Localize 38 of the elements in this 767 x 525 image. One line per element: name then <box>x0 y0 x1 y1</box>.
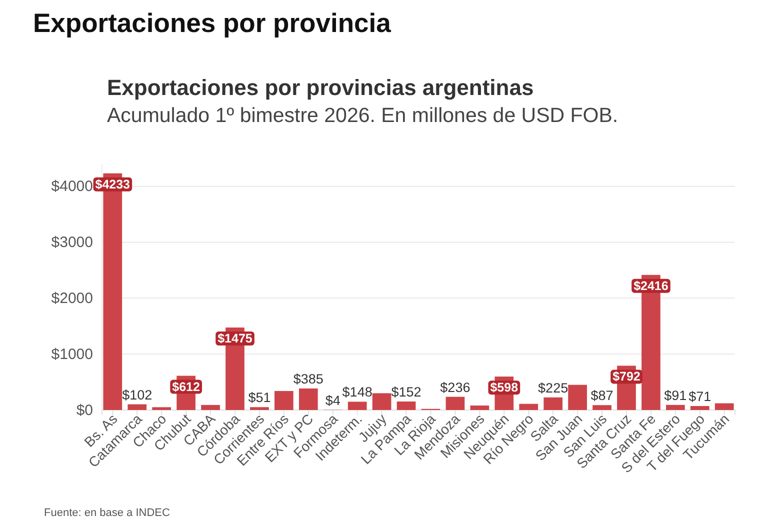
data-label: $148 <box>342 384 372 400</box>
text: Exportaciones por provincia <box>33 8 392 38</box>
bar <box>519 404 538 410</box>
bar <box>298 388 318 410</box>
bar <box>128 404 147 410</box>
data-label: $4 <box>325 392 341 408</box>
bar <box>544 397 562 410</box>
bar <box>152 407 171 410</box>
bar <box>714 403 734 410</box>
data-label: $91 <box>664 388 687 403</box>
bar <box>592 405 612 410</box>
y-tick-label: $3000 <box>51 234 93 252</box>
bar <box>690 406 710 410</box>
data-label: $225 <box>538 380 568 396</box>
data-label: $102 <box>122 387 152 402</box>
chart-subtitle: Acumulado 1º bimestre 2026. En millones de USD FOB. <box>107 104 618 127</box>
bar <box>250 407 269 410</box>
data-label: $51 <box>248 390 271 406</box>
bar <box>396 402 416 410</box>
data-label: $385 <box>293 371 324 386</box>
source-note: Fuente: en base a INDEC <box>44 507 170 519</box>
bar <box>666 404 685 410</box>
bar <box>274 390 294 410</box>
bar <box>372 393 392 410</box>
bar <box>446 396 465 410</box>
bar <box>568 384 587 410</box>
bar <box>201 404 220 410</box>
y-tick-label: $1000 <box>51 346 93 363</box>
y-tick-label: $0 <box>76 402 93 419</box>
chart-title: Exportaciones por provincias argentinas <box>107 75 534 100</box>
data-label: $152 <box>391 384 422 400</box>
bar <box>470 406 490 410</box>
y-tick-label: $4000 <box>51 178 93 196</box>
bar <box>348 402 367 410</box>
y-tick-label: $2000 <box>51 290 93 307</box>
data-label: $71 <box>688 389 712 404</box>
data-label: $236 <box>440 380 470 395</box>
data-label: $87 <box>590 388 614 404</box>
